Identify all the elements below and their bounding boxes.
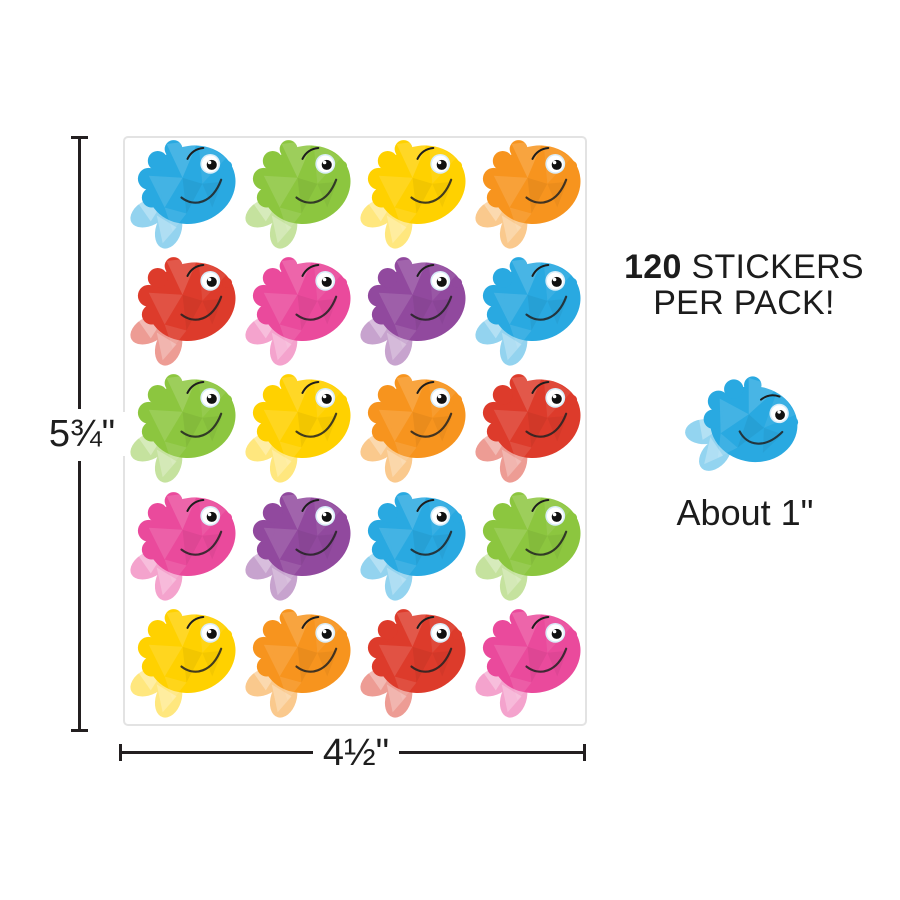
height-dimension-line — [78, 138, 81, 409]
size-note-label: About 1" — [676, 492, 814, 533]
pack-count-line1: 120 STICKERS — [600, 249, 888, 285]
fish-sticker-icon — [125, 607, 240, 724]
pack-count-text: 120 STICKERS PER PACK! — [600, 249, 888, 321]
height-dimension-cap — [71, 136, 88, 139]
fish-sticker-icon — [125, 255, 240, 372]
sticker-grid — [125, 138, 585, 724]
pack-count-number: 120 — [624, 248, 682, 286]
pack-count-line2: PER PACK! — [653, 284, 835, 322]
fish-sticker-icon — [470, 490, 585, 607]
fish-sticker-icon — [470, 372, 585, 489]
width-dimension-line — [120, 751, 322, 754]
width-dimension-cap — [583, 744, 586, 761]
fish-sticker-icon — [355, 372, 470, 489]
fish-sticker-icon — [355, 138, 470, 255]
height-dimension-line — [78, 461, 81, 731]
fish-sticker-icon — [240, 607, 355, 724]
fish-sticker-icon — [125, 372, 240, 489]
fish-sticker-icon — [240, 490, 355, 607]
width-dimension-cap — [119, 744, 122, 761]
fish-sticker-icon — [355, 607, 470, 724]
width-dimension-line — [390, 751, 585, 754]
height-dimension-cap — [71, 729, 88, 732]
width-dimension-label: 4½" — [313, 731, 399, 775]
fish-sticker-icon — [470, 607, 585, 724]
fish-sticker-icon — [355, 255, 470, 372]
pack-count-word: STICKERS — [681, 248, 864, 286]
fish-sticker-icon — [240, 372, 355, 489]
fish-sticker-icon — [470, 255, 585, 372]
fish-sticker-icon — [125, 490, 240, 607]
fish-sticker-icon — [470, 138, 585, 255]
fish-sticker-icon — [240, 255, 355, 372]
fish-sticker-icon — [355, 490, 470, 607]
sample-fish-icon — [665, 355, 817, 507]
fish-sticker-icon — [240, 138, 355, 255]
fish-sticker-icon — [125, 138, 240, 255]
sticker-sheet — [123, 136, 587, 726]
height-dimension-label: 5¾" — [36, 412, 128, 456]
